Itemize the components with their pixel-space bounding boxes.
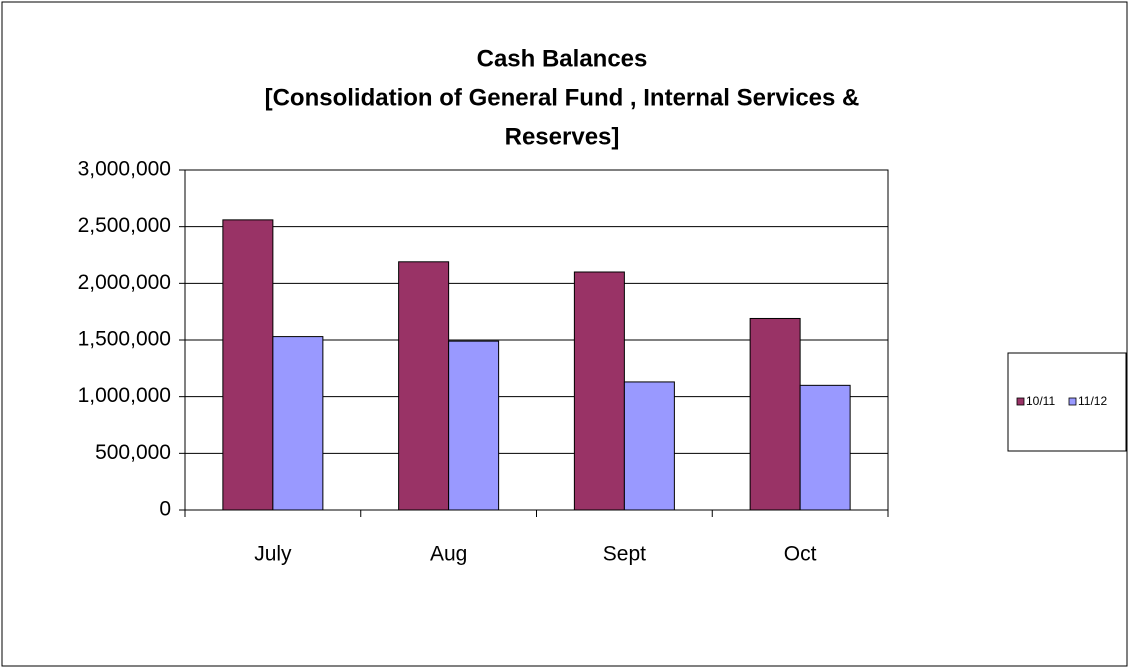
- y-tick-label: 3,000,000: [78, 158, 171, 181]
- legend-box: [1007, 352, 1127, 452]
- bar: [222, 219, 274, 511]
- legend-label: 11/12: [1078, 394, 1107, 408]
- chart-title: Cash Balances: [477, 45, 648, 72]
- y-tick-label: 500,000: [95, 441, 171, 464]
- y-tick-label: 1,000,000: [78, 384, 171, 407]
- x-tick-label: Oct: [784, 543, 817, 566]
- bar: [272, 336, 324, 511]
- bar: [749, 317, 801, 511]
- x-tick-label: Aug: [430, 543, 467, 566]
- chart-subtitle: [Consolidation of General Fund , Interna…: [265, 84, 860, 111]
- x-tick-label: Sept: [603, 543, 646, 566]
- bar: [448, 340, 500, 511]
- legend-label: 10/11: [1026, 394, 1055, 408]
- bar: [623, 381, 675, 511]
- legend-swatch: [1068, 397, 1077, 406]
- y-tick-label: 1,500,000: [78, 328, 171, 351]
- bar: [573, 271, 625, 511]
- y-tick-label: 2,000,000: [78, 271, 171, 294]
- bar: [799, 384, 851, 511]
- chart-subtitle: Reserves]: [505, 123, 620, 150]
- legend-swatch: [1016, 397, 1025, 406]
- y-tick-label: 0: [159, 498, 171, 521]
- y-tick-label: 2,500,000: [78, 214, 171, 237]
- bar: [398, 261, 450, 511]
- x-tick-label: July: [254, 543, 292, 566]
